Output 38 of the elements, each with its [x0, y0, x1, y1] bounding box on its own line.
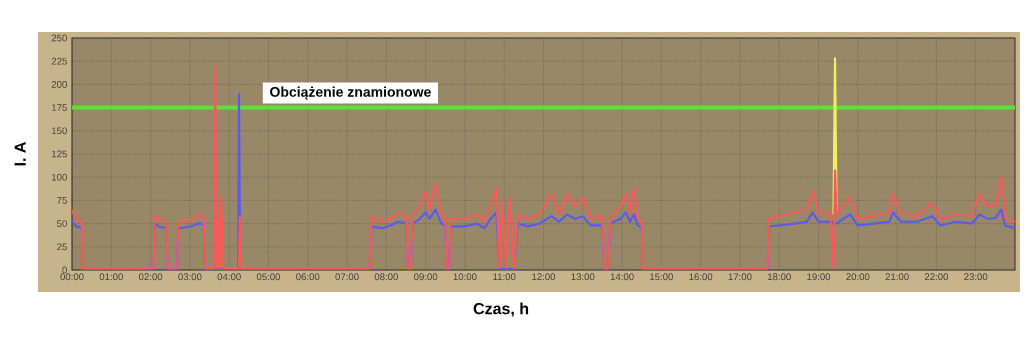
- x-tick-label: 18:00: [767, 273, 791, 281]
- x-tick-label: 02:00: [138, 273, 163, 281]
- x-tick-label: 17:00: [728, 273, 752, 281]
- x-tick-label: 21:00: [885, 273, 909, 281]
- y-tick-label: 25: [57, 243, 67, 251]
- y-tick-label: 0: [62, 266, 67, 274]
- y-tick-label: 200: [51, 81, 67, 88]
- x-tick-label: 23:00: [964, 273, 988, 281]
- x-tick-label: 22:00: [924, 273, 949, 281]
- x-tick-label: 07:00: [335, 273, 359, 281]
- y-tick-label: 225: [51, 57, 67, 65]
- y-tick-label: 100: [52, 173, 67, 181]
- x-tick-label: 15:00: [650, 273, 673, 281]
- x-tick-label: 08:00: [374, 273, 398, 281]
- x-tick-label: 13:00: [571, 273, 595, 281]
- y-tick-label: 125: [52, 150, 67, 158]
- y-tick-label: 150: [52, 127, 67, 135]
- y-tick-label: 250: [51, 34, 67, 42]
- x-tick-label: 10:00: [453, 273, 477, 281]
- y-axis-title: I. A: [14, 141, 26, 166]
- x-tick-label: 12:00: [532, 273, 556, 281]
- x-tick-label: 06:00: [296, 273, 320, 281]
- x-tick-label: 16:00: [689, 273, 713, 281]
- x-tick-label: 11:00: [493, 273, 516, 281]
- ref-line-label: Obciążenie znamionowe: [270, 86, 431, 100]
- x-tick-label: 03:00: [178, 273, 202, 281]
- x-tick-label: 20:00: [846, 273, 870, 281]
- x-axis-title: Czas, h: [473, 302, 529, 317]
- x-tick-label: 05:00: [256, 273, 281, 281]
- x-tick-label: 09:00: [414, 273, 438, 281]
- y-tick-label: 175: [52, 104, 67, 111]
- x-tick-label: 19:00: [807, 273, 831, 281]
- y-tick-label: 50: [57, 220, 67, 227]
- x-tick-label: 04:00: [217, 273, 241, 281]
- y-tick-label: 75: [57, 197, 67, 204]
- x-tick-label: 14:00: [610, 273, 634, 281]
- x-tick-label: 01:00: [99, 273, 123, 281]
- x-tick-label: 00:00: [60, 273, 84, 281]
